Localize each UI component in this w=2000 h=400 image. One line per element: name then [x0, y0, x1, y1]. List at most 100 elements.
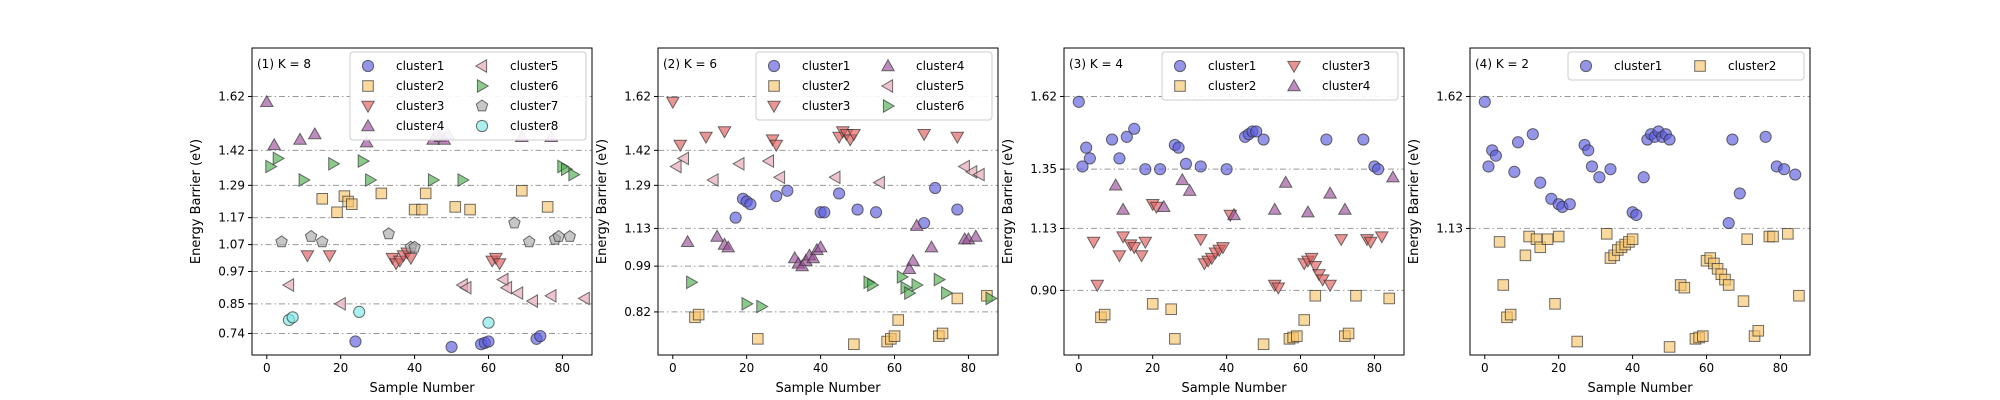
cluster4-point	[267, 137, 282, 151]
x-tick-label: 40	[407, 361, 422, 375]
legend-label: cluster2	[802, 79, 850, 93]
cluster2-point	[345, 198, 358, 210]
cluster4-point	[710, 229, 725, 242]
y-tick-label: 1.07	[218, 238, 245, 252]
cluster2-point	[1678, 281, 1691, 294]
y-tick-label: 0.90	[1030, 283, 1057, 297]
legend-marker	[767, 59, 781, 73]
cluster3-point	[1323, 279, 1338, 293]
cluster4-point	[1116, 202, 1131, 215]
cluster5-point	[281, 277, 295, 293]
y-tick-label: 1.62	[218, 89, 245, 103]
cluster4-point	[1385, 170, 1400, 183]
cluster1-point	[1153, 163, 1167, 176]
cluster7-point	[275, 235, 288, 248]
y-tick-label: 0.82	[624, 305, 651, 319]
cluster7-point	[408, 240, 421, 253]
legend-marker	[475, 99, 489, 112]
cluster1-point	[1080, 141, 1093, 154]
legend: cluster1 cluster2 cluster3 cluster4 cluster5…	[755, 51, 993, 121]
legend-label: cluster3	[1322, 59, 1370, 73]
cluster1-point	[869, 206, 883, 219]
cluster1-point	[1250, 125, 1263, 138]
cluster2-point	[1504, 308, 1517, 321]
legend-label: cluster2	[396, 79, 444, 93]
cluster6-point	[272, 151, 286, 166]
cluster1-point	[1372, 163, 1385, 176]
cluster6-point	[457, 172, 470, 188]
cluster6-point	[911, 277, 924, 293]
cluster1-point	[781, 184, 794, 197]
cluster1-point	[1733, 187, 1746, 200]
cluster5-point	[676, 151, 689, 166]
cluster2-point	[449, 201, 462, 213]
cluster1-point	[1511, 136, 1525, 149]
cluster1-point	[1220, 163, 1233, 176]
cluster4-point	[968, 229, 983, 242]
cluster1-point	[1172, 141, 1185, 154]
legend-label: cluster6	[510, 79, 558, 93]
cluster1-point	[832, 187, 846, 200]
legend-label: cluster4	[1322, 79, 1370, 93]
cluster5-point	[544, 288, 557, 303]
cluster3-point	[1334, 234, 1349, 247]
cluster2-point	[1663, 341, 1676, 353]
cluster6-point	[941, 286, 954, 301]
legend-label: cluster7	[510, 99, 558, 113]
x-tick-label: 40	[1219, 361, 1234, 375]
cluster2-point	[936, 327, 949, 340]
x-axis-label: Sample Number	[1587, 381, 1693, 396]
cluster1-point	[1257, 133, 1270, 146]
legend-label: cluster4	[916, 59, 964, 73]
cluster1-point	[951, 203, 964, 216]
cluster1-point	[1534, 176, 1547, 189]
plot-frame	[657, 47, 999, 356]
cluster2-point	[1697, 330, 1709, 342]
x-tick-label: 20	[333, 361, 348, 375]
cluster1-point	[929, 181, 942, 195]
y-axis-label: Energy Barrier (eV)	[595, 139, 610, 264]
y-tick-label: 1.29	[624, 178, 651, 192]
cluster4-point	[1267, 202, 1282, 215]
legend-marker	[360, 100, 376, 114]
cluster6-point	[867, 277, 880, 293]
cluster6-point	[686, 275, 699, 290]
y-tick-label: 0.99	[624, 259, 651, 273]
cluster1-point	[1482, 160, 1495, 173]
cluster2-point	[888, 330, 901, 342]
legend: cluster1 cluster2	[1567, 51, 1805, 81]
cluster5-point	[761, 154, 774, 169]
cluster3-point	[1086, 236, 1101, 250]
legend-marker	[766, 100, 782, 114]
cluster4-point	[1300, 205, 1315, 218]
legend-label: cluster1	[802, 59, 850, 73]
cluster3-point	[1134, 250, 1149, 263]
cluster1-point	[1582, 144, 1595, 157]
plot-frame	[1469, 47, 1811, 356]
cluster7-point	[522, 235, 536, 248]
cluster2-point	[1552, 230, 1565, 243]
cluster3-point	[1215, 242, 1230, 255]
cluster1-point	[744, 198, 757, 211]
cluster1-point	[1179, 157, 1193, 170]
cluster2-point	[1309, 289, 1322, 302]
panel-title: (4) K = 2	[1475, 57, 1529, 71]
cluster4-point	[902, 261, 917, 274]
cluster4-point	[259, 94, 274, 107]
cluster1-point	[1105, 133, 1119, 146]
cluster4-point	[1226, 207, 1242, 221]
cluster5-point	[525, 294, 538, 309]
cluster6-point	[756, 299, 769, 314]
cluster2-point	[1350, 289, 1362, 302]
panel-title: (3) K = 4	[1069, 57, 1123, 71]
cluster8-point	[286, 311, 299, 324]
cluster4-point	[1337, 202, 1352, 215]
cluster3-point	[1138, 236, 1153, 250]
legend-box	[755, 51, 993, 121]
cluster4-point	[1108, 178, 1123, 191]
x-tick-label: 80	[961, 361, 976, 375]
chart-panel-4: 0 20 40 60 80 1.13 1.62 Sample Number Energy Bar…	[1407, 47, 1811, 396]
chart-panel-3: 0 20 40 60 80 0.90 1.13 1.35 1.62 Sample Number En…	[1001, 47, 1405, 396]
legend-marker	[880, 58, 896, 72]
y-axis-label: Energy Barrier (eV)	[189, 139, 204, 264]
